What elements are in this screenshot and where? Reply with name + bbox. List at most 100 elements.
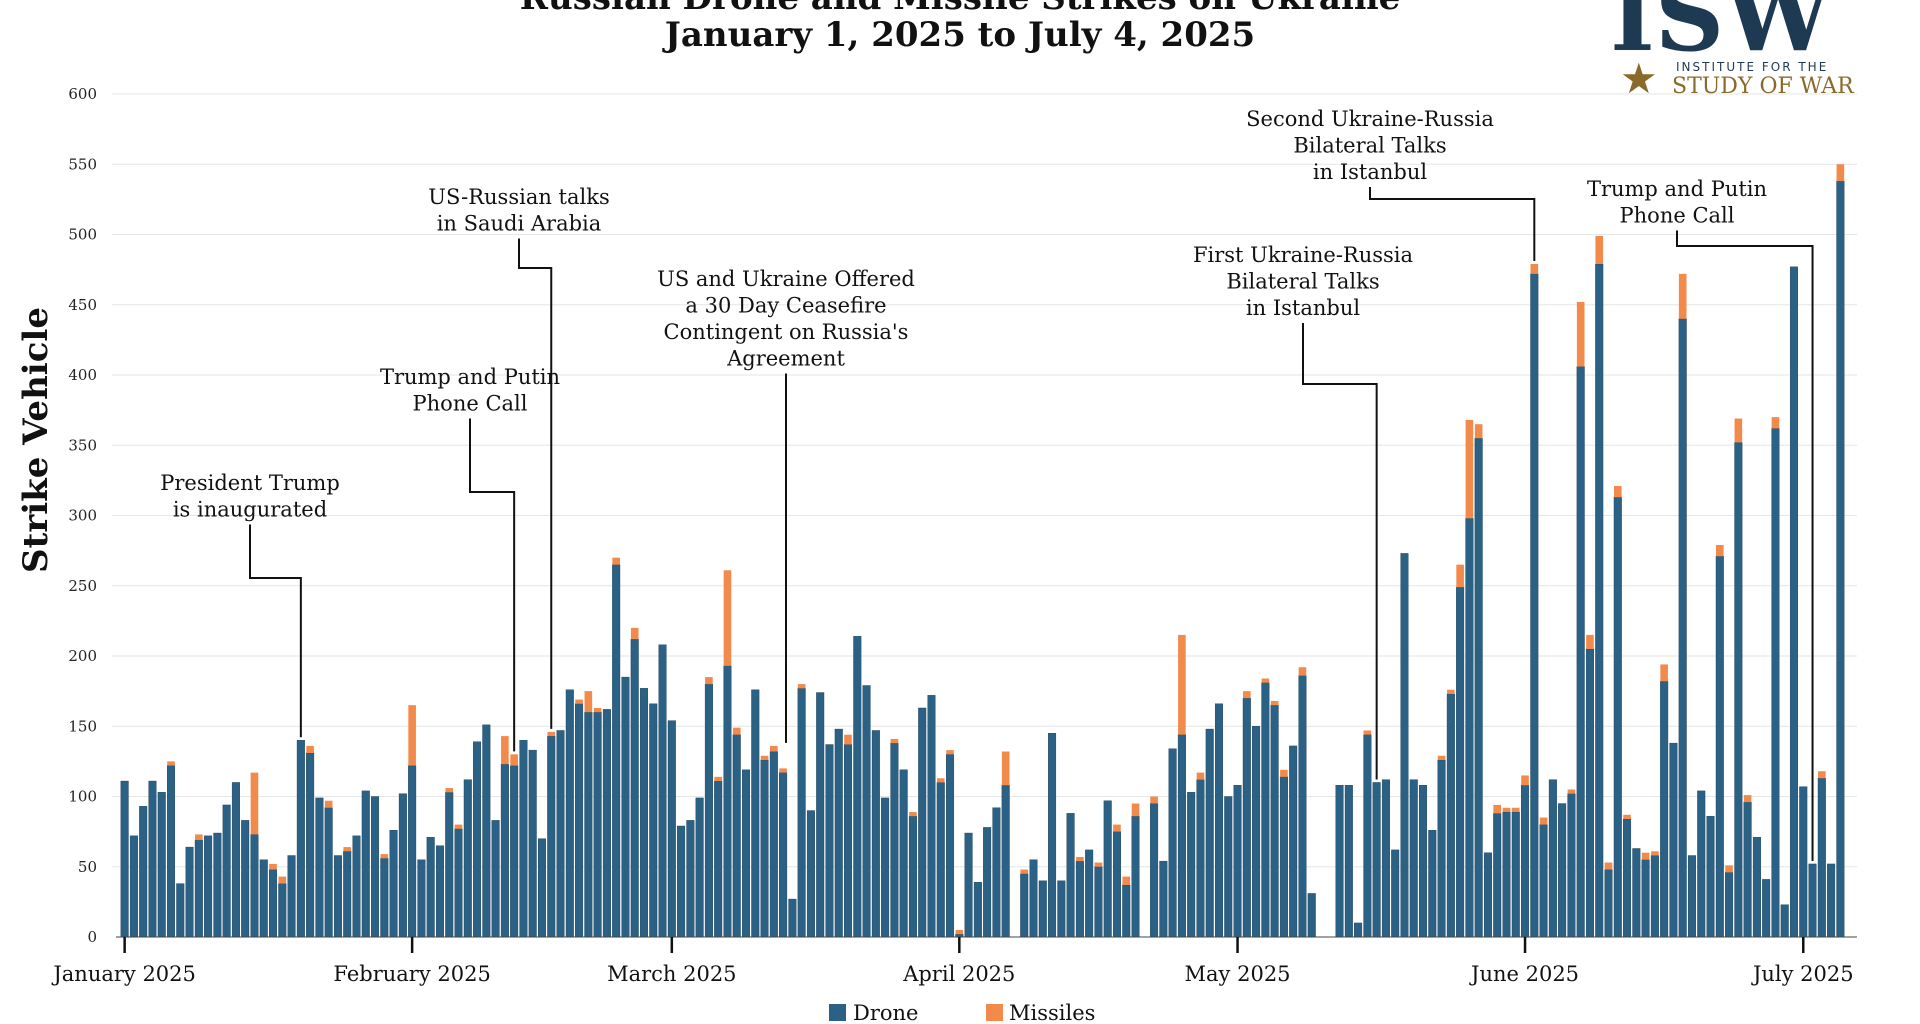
bar-missiles	[1623, 814, 1631, 819]
bar-missiles	[1456, 564, 1464, 588]
bar-drone	[1242, 697, 1251, 938]
bar-drone	[1697, 790, 1706, 938]
bar-drone	[371, 796, 380, 938]
bar-drone	[491, 820, 500, 938]
bar-drone	[797, 688, 806, 938]
bar-drone	[899, 769, 908, 938]
bar-drone	[157, 792, 166, 938]
y-tick-label-550: 550	[68, 155, 97, 173]
bar-drone	[1270, 704, 1279, 938]
bar-drone	[1112, 831, 1121, 938]
bar-drone	[853, 636, 862, 938]
bar-drone	[575, 703, 584, 938]
bar-drone	[352, 835, 361, 938]
bar-drone	[1289, 745, 1298, 938]
bar-missiles	[797, 684, 806, 689]
bar-drone	[1789, 266, 1798, 938]
y-tick-label-350: 350	[68, 436, 97, 454]
bar-drone	[417, 859, 426, 938]
bar-missiles	[1447, 689, 1455, 694]
bar-drone	[1177, 734, 1186, 938]
bar-missiles	[1771, 417, 1780, 429]
bar-drone	[714, 780, 723, 938]
bar-drone	[1576, 366, 1585, 938]
bar-missiles	[1502, 807, 1511, 812]
bar-drone	[1558, 803, 1567, 938]
bar-missiles	[1613, 485, 1622, 498]
bar-drone	[1307, 893, 1316, 938]
bar-drone	[862, 685, 871, 938]
bar-drone	[1493, 813, 1502, 938]
bar-drone	[1539, 824, 1548, 938]
chart-title-line2: January 1, 2025 to July 4, 2025	[662, 15, 1255, 55]
bar-drone	[1585, 648, 1594, 938]
bar-drone	[1150, 803, 1159, 938]
bars	[120, 164, 1845, 938]
annotation-text: in Istanbul	[1246, 296, 1360, 320]
y-tick-label-50: 50	[78, 858, 97, 876]
bar-drone	[621, 676, 630, 938]
bar-drone	[1252, 726, 1261, 938]
bar-drone	[1502, 811, 1511, 938]
bar-drone	[1521, 785, 1530, 938]
bar-missiles	[584, 691, 593, 713]
annotation-text: US and Ukraine Offered	[657, 267, 915, 291]
bar-drone	[1734, 442, 1743, 938]
bar-drone	[1372, 782, 1381, 938]
bar-drone	[426, 837, 435, 938]
annotation-1: President Trump is inaugurated	[160, 471, 340, 738]
bar-missiles	[445, 788, 454, 793]
bar-drone	[723, 665, 732, 938]
bar-drone	[630, 638, 639, 938]
bar-drone	[1446, 693, 1455, 938]
annotation-leader	[469, 418, 516, 752]
annotation-text: Bilateral Talks	[1293, 134, 1446, 158]
bar-drone	[1567, 793, 1576, 938]
bar-drone	[565, 689, 574, 938]
bar-drone	[315, 797, 324, 938]
annotation-leader	[1302, 323, 1378, 780]
legend: Drone Missiles	[829, 1001, 1095, 1024]
bar-drone	[1122, 884, 1131, 938]
annotation-3: US-Russian talks in Saudi Arabia	[428, 185, 610, 729]
annotation-4: US and Ukraine Offered a 30 Day Ceasefire…	[657, 267, 915, 743]
bar-drone	[946, 754, 955, 938]
bar-missiles	[1178, 634, 1186, 735]
bar-missiles	[1020, 869, 1029, 874]
annotations: President Trump is inaugurated Trump and P…	[160, 107, 1814, 861]
annotation-text: Agreement	[726, 347, 845, 371]
annotation-text: President Trump	[160, 471, 340, 495]
annotation-text: Phone Call	[1620, 204, 1735, 228]
bar-drone	[1604, 869, 1613, 938]
bar-drone	[1344, 785, 1353, 938]
bar-drone	[1261, 682, 1270, 938]
bar-drone	[1048, 733, 1057, 938]
bar-drone	[482, 724, 491, 938]
bar-missiles	[1641, 852, 1650, 860]
bar-drone	[473, 741, 482, 938]
bar-drone	[194, 839, 203, 938]
bar-drone	[1066, 813, 1075, 938]
bar-drone	[1020, 873, 1029, 938]
x-tick-label: March 2025	[607, 962, 736, 986]
bar-missiles	[501, 736, 509, 765]
bar-drone	[1752, 837, 1761, 938]
bar-drone	[389, 830, 398, 938]
bar-drone	[213, 832, 222, 938]
bar-drone	[1669, 742, 1678, 938]
bar-drone	[1725, 872, 1734, 938]
bar-drone	[1548, 779, 1557, 938]
annotation-7: Trump and Putin Phone Call	[1587, 177, 1814, 861]
legend-label-missiles: Missiles	[1009, 1001, 1095, 1024]
x-tick-label: April 2025	[902, 962, 1015, 986]
annotation-text: a 30 Day Ceasefire	[685, 294, 886, 318]
bar-missiles	[1280, 769, 1288, 777]
y-tick-label-100: 100	[68, 788, 97, 806]
bar-drone	[435, 845, 444, 938]
bar-drone	[1808, 863, 1817, 938]
bar-drone	[1205, 728, 1214, 938]
annotation-leader	[249, 524, 302, 738]
bar-missiles	[1678, 273, 1687, 319]
bar-drone	[537, 838, 546, 938]
